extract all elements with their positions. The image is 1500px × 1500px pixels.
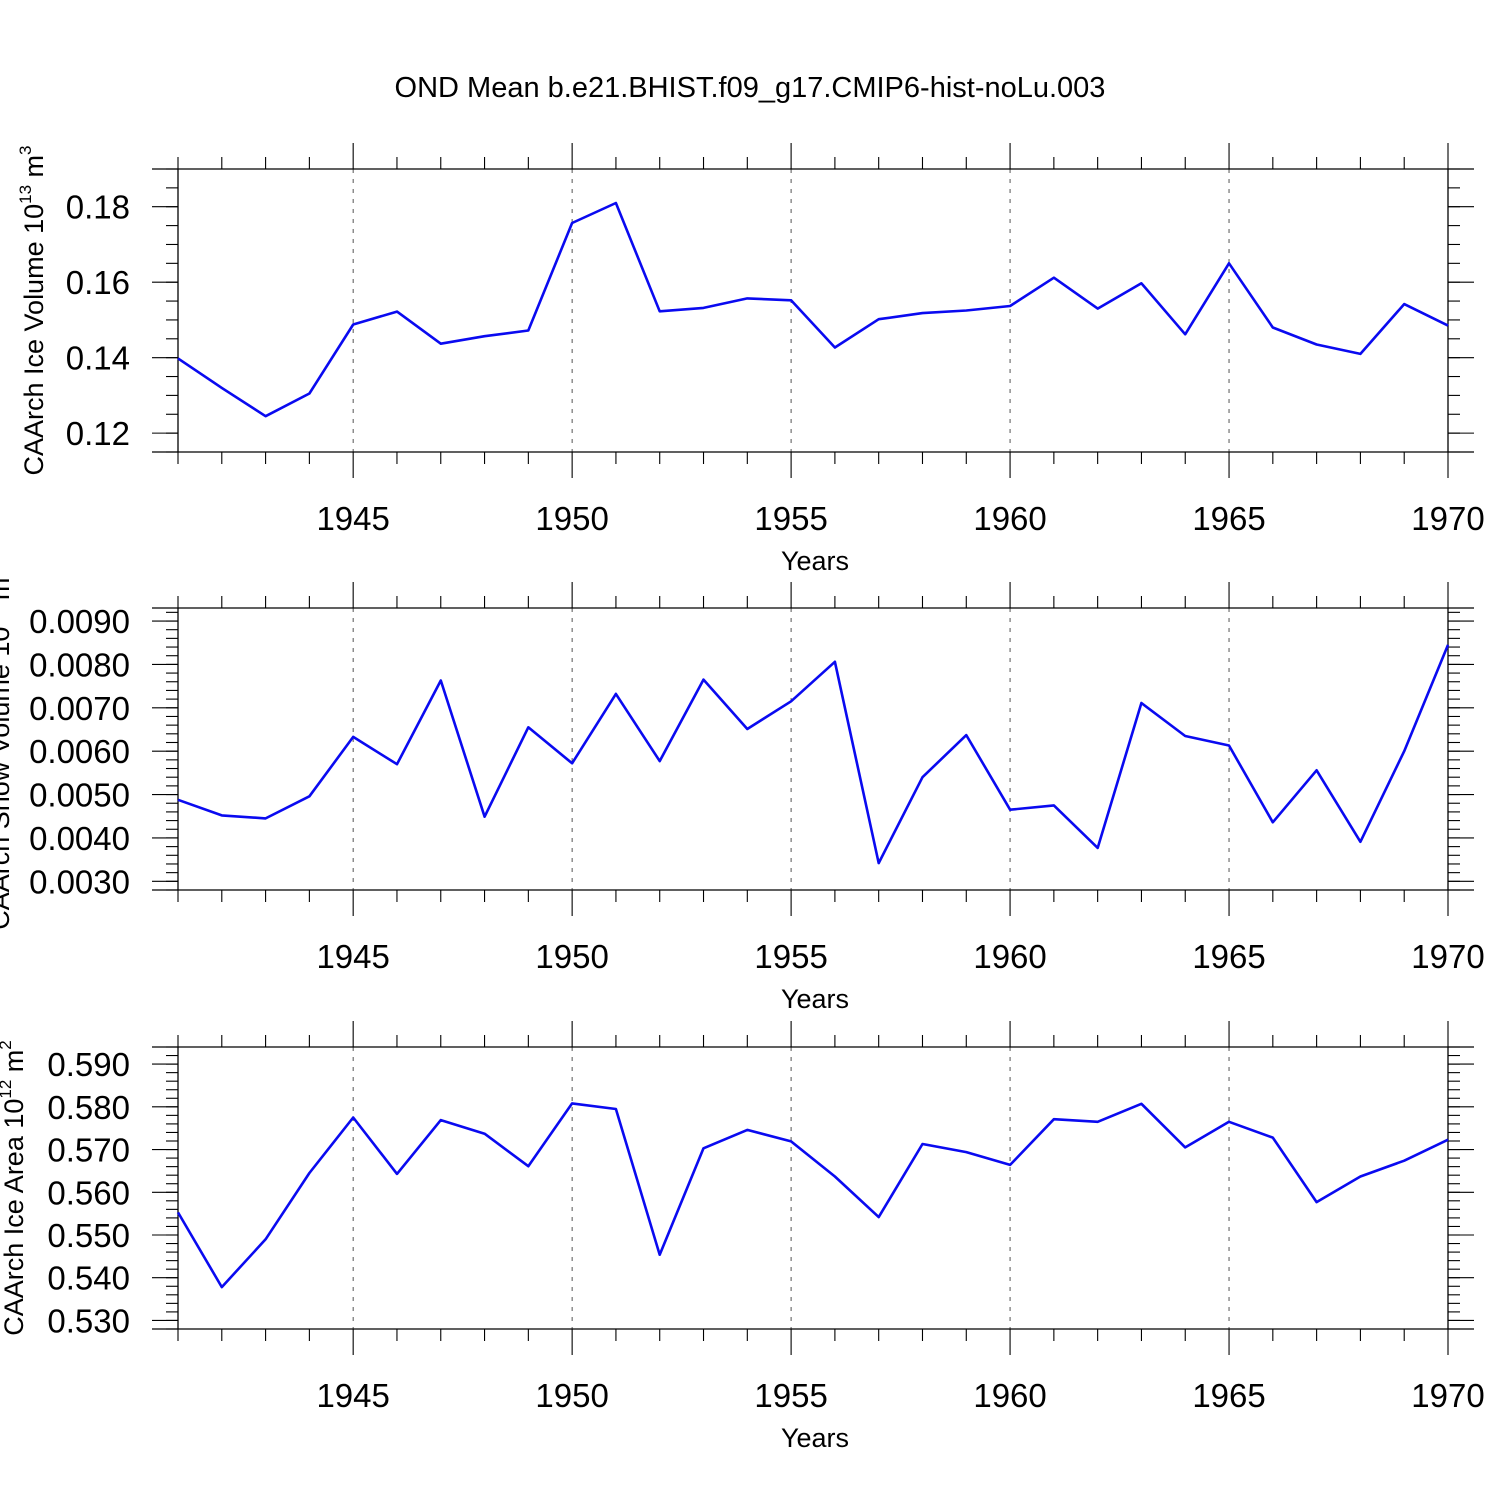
x-tick-label: 1955 [754, 1377, 827, 1414]
x-tick-label: 1945 [316, 938, 389, 975]
x-tick-label: 1965 [1192, 1377, 1265, 1414]
y-tick-label: 0.550 [47, 1217, 130, 1254]
x-tick-label: 1960 [973, 1377, 1046, 1414]
x-tick-label: 1970 [1411, 1377, 1484, 1414]
y-tick-label: 0.14 [66, 340, 130, 377]
panel-ice-area: 1945 1950 1955 1960 1965 1970 Years 0.530 0.540 0… [0, 1021, 1485, 1453]
x-tick-label: 1965 [1192, 938, 1265, 975]
x-tick-label: 1960 [973, 938, 1046, 975]
y-tick-label: 0.0090 [29, 603, 130, 640]
series-line [176, 1102, 1449, 1289]
x-tick-label: 1950 [535, 938, 608, 975]
x-tick-label: 1950 [535, 500, 608, 537]
y-axis-label: CAArch Ice Area 1012 m2 [0, 1040, 29, 1336]
x-axis-label: Years [781, 546, 849, 576]
panel-ice-volume: 1945 1950 1955 1960 1965 1970 Years 0.12 0.14 0.1… [16, 143, 1485, 576]
y-tick-label: 0.530 [47, 1302, 130, 1339]
x-tick-label: 1945 [316, 1377, 389, 1414]
y-tick-label: 0.18 [66, 189, 130, 226]
panel-snow-volume: 1945 1950 1955 1960 1965 1970 Years 0.0030 0.004… [0, 568, 1485, 1014]
series-line [177, 644, 1450, 865]
y-tick-label: 0.590 [47, 1046, 130, 1083]
series-line [177, 201, 1449, 418]
y-tick-label: 0.12 [66, 415, 130, 452]
y-tick-label: 0.560 [47, 1174, 130, 1211]
y-tick-label: 0.580 [47, 1089, 130, 1126]
y-tick-label: 0.540 [47, 1260, 130, 1297]
x-tick-label: 1950 [535, 1377, 608, 1414]
y-tick-label: 0.570 [47, 1132, 130, 1169]
x-tick-label: 1960 [973, 500, 1046, 537]
y-tick-label: 0.16 [66, 264, 130, 301]
x-axis-label: Years [781, 984, 849, 1014]
y-tick-label: 0.0030 [29, 863, 130, 900]
y-axis-label: CAArch Snow Volume 1013 m3 [0, 568, 15, 930]
x-tick-label: 1955 [754, 938, 827, 975]
x-tick-label: 1945 [316, 500, 389, 537]
x-tick-label: 1970 [1411, 500, 1484, 537]
chart-title: OND Mean b.e21.BHIST.f09_g17.CMIP6-hist-… [395, 72, 1106, 104]
y-tick-label: 0.0050 [29, 777, 130, 814]
y-tick-label: 0.0060 [29, 733, 130, 770]
x-tick-label: 1955 [754, 500, 827, 537]
y-tick-label: 0.0040 [29, 820, 130, 857]
y-tick-label: 0.0070 [29, 690, 130, 727]
x-axis-label: Years [781, 1423, 849, 1453]
x-tick-label: 1965 [1192, 500, 1265, 537]
y-tick-label: 0.0080 [29, 646, 130, 683]
y-axis-label: CAArch Ice Volume 1013 m3 [16, 145, 49, 475]
x-tick-label: 1970 [1411, 938, 1484, 975]
